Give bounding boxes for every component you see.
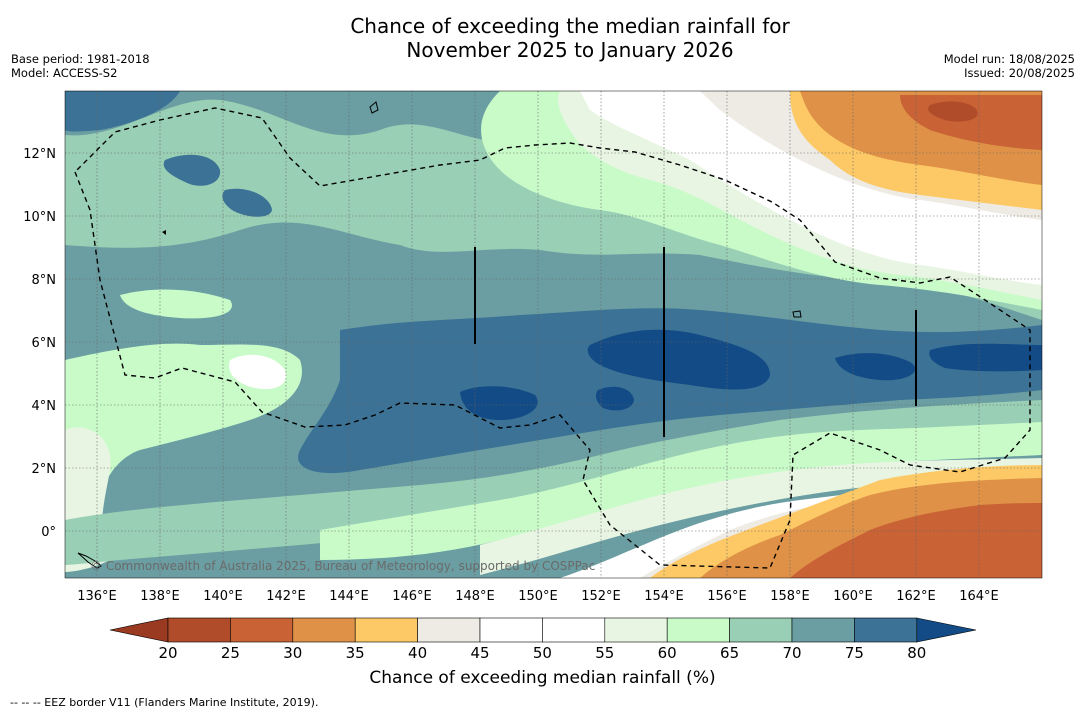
colorbar-band-50-55 xyxy=(542,617,606,643)
lat-tick-label: 12°N xyxy=(23,147,56,162)
lon-tick-label: 144°E xyxy=(329,589,369,604)
colorbar-tick-label: 45 xyxy=(470,644,489,662)
lat-tick-label: 10°N xyxy=(23,210,56,225)
lon-tick-label: 140°E xyxy=(203,589,243,604)
colorbar-band-30-35 xyxy=(292,617,356,643)
map-title: Chance of exceeding the median rainfall … xyxy=(0,14,1085,62)
lon-axis: 136°E 138°E 140°E 142°E 144°E 146°E 148°… xyxy=(77,589,999,604)
title-line-1: Chance of exceeding the median rainfall … xyxy=(350,14,790,38)
lat-axis: 12°N 10°N 8°N 6°N 4°N 2°N 0° xyxy=(23,147,56,540)
field-75-80-nw2 xyxy=(163,154,221,186)
colorbar-tick-label: 75 xyxy=(845,644,864,662)
colorbar-band-65-70 xyxy=(729,617,793,643)
field-above80-a xyxy=(587,329,770,390)
title-line-2: November 2025 to January 2026 xyxy=(406,38,734,62)
field-45-55-west xyxy=(229,354,286,390)
issued-date: Issued: 20/08/2025 xyxy=(964,66,1075,80)
lon-tick-label: 142°E xyxy=(266,589,306,604)
base-period: Base period: 1981-2018 xyxy=(11,52,150,66)
colorbar-tick-label: 65 xyxy=(720,644,739,662)
colorbar-tick-label: 35 xyxy=(346,644,365,662)
colorbar-tick-label: 55 xyxy=(595,644,614,662)
lon-tick-label: 160°E xyxy=(833,589,873,604)
lat-tick-label: 2°N xyxy=(32,462,57,477)
lon-tick-label: 156°E xyxy=(707,589,747,604)
lon-tick-label: 162°E xyxy=(896,589,936,604)
lon-tick-label: 158°E xyxy=(770,589,810,604)
model-name: Model: ACCESS-S2 xyxy=(11,66,118,80)
colorbar-tick-label: 80 xyxy=(907,644,926,662)
map-frame xyxy=(64,90,1043,579)
lat-tick-label: 8°N xyxy=(32,273,57,288)
colorbar-tick-label: 30 xyxy=(283,644,302,662)
eez-border xyxy=(74,107,1031,569)
model-run: Model run: 18/08/2025 xyxy=(943,52,1075,66)
meta-left: Base period: 1981-2018 Model: ACCESS-S2 xyxy=(11,52,150,80)
field-above80-d xyxy=(835,353,916,381)
colorbar-extend-high xyxy=(916,617,977,643)
island xyxy=(792,310,802,318)
colorbar-band-45-50 xyxy=(479,617,543,643)
colorbar-band-75-80 xyxy=(854,617,918,643)
colorbar-band-55-60 xyxy=(604,617,668,643)
colorbar-band-20-25 xyxy=(167,617,231,643)
colorbar-tick-label: 70 xyxy=(782,644,801,662)
colorbar-band-35-40 xyxy=(354,617,418,643)
lat-tick-label: 6°N xyxy=(32,336,57,351)
island xyxy=(77,552,102,569)
graticule xyxy=(65,91,1042,578)
lon-tick-label: 150°E xyxy=(518,589,558,604)
lon-tick-label: 164°E xyxy=(959,589,999,604)
colorbar-tick-label: 40 xyxy=(408,644,427,662)
lat-tick-label: 0° xyxy=(41,525,56,540)
colorbar-band-60-65 xyxy=(666,617,730,643)
colorbar-tick-label: 25 xyxy=(221,644,240,662)
island xyxy=(369,101,379,114)
field-60-65-west xyxy=(65,343,302,570)
lon-tick-label: 136°E xyxy=(77,589,117,604)
colorbar-tick-label: 50 xyxy=(533,644,552,662)
field-60-65-west2 xyxy=(120,289,232,319)
lon-tick-label: 148°E xyxy=(455,589,495,604)
field-75-80-center xyxy=(298,308,1042,474)
lon-tick-label: 152°E xyxy=(581,589,621,604)
meta-right: Model run: 18/08/2025 Issued: 20/08/2025 xyxy=(944,52,1075,80)
colorbar-ticks: 20 25 30 35 40 45 50 55 60 65 70 75 80 xyxy=(158,644,926,662)
field-20-25 xyxy=(928,101,978,122)
colorbar-label: Chance of exceeding median rainfall (%) xyxy=(369,668,716,688)
eez-footnote: -- -- -- EEZ border V11 (Flanders Marine… xyxy=(10,696,319,709)
colorbar-extend-low xyxy=(109,617,169,643)
field-75-80-nw xyxy=(65,91,180,132)
field-75-80-nw3 xyxy=(222,188,272,217)
map-area: © Commonwealth of Australia 2025, Bureau… xyxy=(65,91,1042,578)
lon-tick-label: 146°E xyxy=(392,589,432,604)
colorbar-tick-label: 20 xyxy=(158,644,177,662)
lon-tick-label: 138°E xyxy=(140,589,180,604)
colorbar-band-70-75 xyxy=(791,617,855,643)
colorbar-band-40-45 xyxy=(417,617,481,643)
field-above80-b xyxy=(460,386,538,420)
field-above80-c xyxy=(595,386,634,411)
colorbar-tick-label: 60 xyxy=(658,644,677,662)
island xyxy=(162,230,166,235)
lat-tick-label: 4°N xyxy=(32,399,57,414)
copyright-text: © Commonwealth of Australia 2025, Bureau… xyxy=(90,559,595,573)
lon-tick-label: 154°E xyxy=(644,589,684,604)
colorbar-band-25-30 xyxy=(230,617,294,643)
field-above80-e xyxy=(929,343,1042,372)
colorbar xyxy=(109,617,977,643)
